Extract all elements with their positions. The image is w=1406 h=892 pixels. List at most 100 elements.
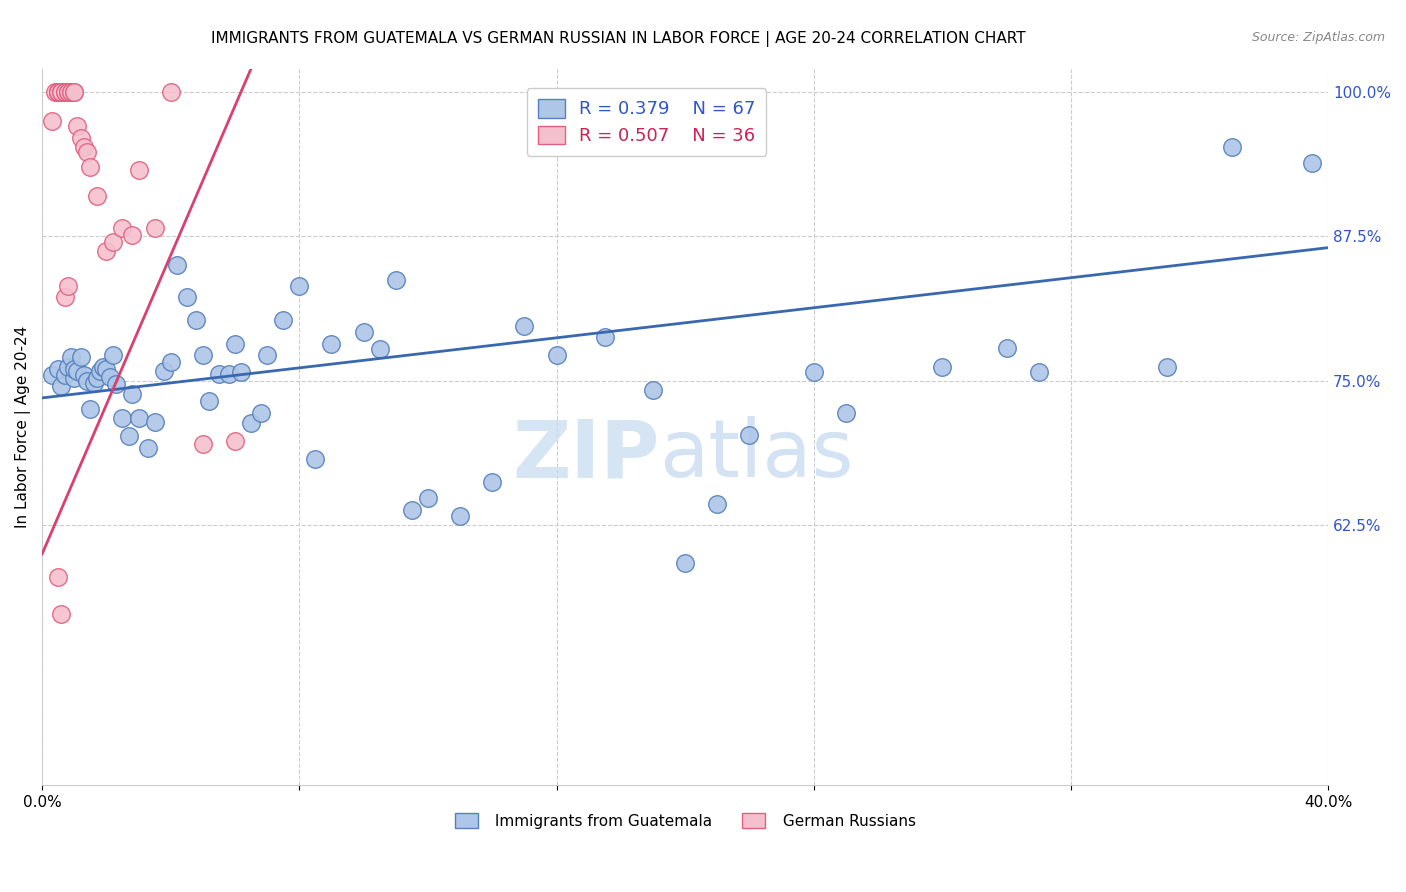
Point [931,359,953,374]
Point [56,278,79,293]
Point [101,235,124,249]
Point [513,319,536,334]
Point [835,406,858,420]
Point [481,475,503,490]
Point [1156,359,1178,374]
Point [89,364,111,378]
Point [224,434,246,448]
Point [56,85,79,99]
Point [53,85,76,99]
Point [51,85,73,99]
Point [401,503,423,517]
Point [63,85,86,99]
Text: atlas: atlas [659,417,853,494]
Point [304,452,326,467]
Point [1220,140,1243,154]
Point [69,351,91,365]
Point [416,491,439,506]
Point [53,290,76,304]
Point [96,362,118,376]
Point [69,131,91,145]
Point [224,336,246,351]
Point [41,368,63,382]
Point [51,85,73,99]
Text: ZIP: ZIP [512,417,659,494]
Point [240,417,263,431]
Point [79,160,101,174]
Point [56,85,79,99]
Point [384,273,406,287]
Y-axis label: In Labor Force | Age 20-24: In Labor Force | Age 20-24 [15,326,31,528]
Point [63,85,86,99]
Point [96,244,118,259]
Point [51,85,73,99]
Point [128,163,150,178]
Point [101,348,124,362]
Point [63,371,86,385]
Point [128,410,150,425]
Point [1028,366,1050,380]
Point [198,394,221,409]
Point [353,325,375,339]
Point [159,355,181,369]
Point [706,497,728,511]
Point [368,343,391,357]
Legend:  Immigrants from Guatemala,  German Russians: Immigrants from Guatemala, German Russia… [449,806,922,835]
Point [60,85,83,99]
Point [46,362,69,376]
Point [803,366,825,380]
Point [60,351,83,365]
Point [46,85,69,99]
Point [1301,156,1323,170]
Point [271,313,294,327]
Point [208,367,231,381]
Point [143,221,166,235]
Point [593,329,616,343]
Point [41,113,63,128]
Point [83,376,105,390]
Point [191,437,214,451]
Point [53,368,76,382]
Point [66,364,89,378]
Point [76,374,98,388]
Point [44,85,66,99]
Point [73,140,96,154]
Point [73,368,96,382]
Point [256,348,278,362]
Point [66,120,89,134]
Point [105,377,128,392]
Point [153,364,176,378]
Point [76,145,98,159]
Point [63,362,86,376]
Point [641,383,664,397]
Point [111,221,134,235]
Point [86,371,108,385]
Point [231,366,253,380]
Text: Source: ZipAtlas.com: Source: ZipAtlas.com [1251,31,1385,45]
Point [121,387,143,401]
Point [249,406,271,420]
Point [288,278,311,293]
Point [166,258,188,272]
Point [111,410,134,425]
Point [98,370,121,384]
Point [218,367,240,381]
Point [449,508,471,523]
Point [738,428,761,442]
Point [121,227,143,242]
Point [56,359,79,374]
Point [51,607,73,621]
Point [673,556,696,570]
Point [118,429,141,443]
Point [995,341,1018,355]
Point [321,336,343,351]
Point [53,85,76,99]
Point [86,188,108,202]
Point [191,348,214,362]
Point [91,359,114,374]
Point [51,379,73,393]
Point [46,85,69,99]
Point [46,85,69,99]
Point [79,402,101,417]
Point [159,85,181,99]
